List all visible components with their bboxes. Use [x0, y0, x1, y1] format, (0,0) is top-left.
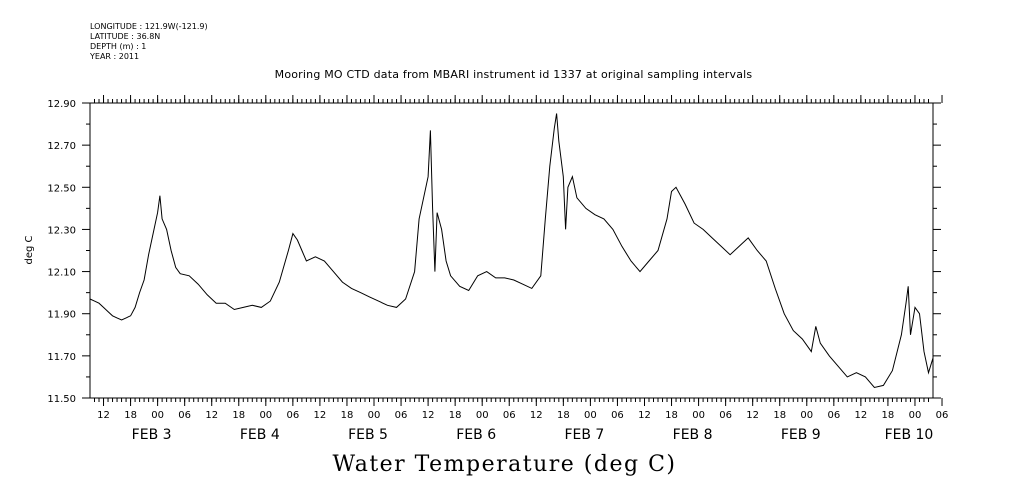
y-tick-label: 12.30	[47, 225, 76, 236]
x-tick-label: 12	[855, 410, 868, 421]
x-tick-label: 00	[800, 410, 813, 421]
latitude-label: LATITUDE : 36.8N	[90, 32, 161, 41]
date-label: FEB 9	[781, 427, 821, 443]
y-tick-label: 12.70	[47, 141, 76, 152]
x-tick-label: 18	[557, 410, 570, 421]
x-tick-label: 18	[665, 410, 678, 421]
x-tick-label: 12	[638, 410, 651, 421]
station-metadata: LONGITUDE : 121.9W(-121.9) LATITUDE : 36…	[90, 22, 208, 62]
x-tick-label: 00	[476, 410, 489, 421]
x-tick-label: 12	[422, 410, 435, 421]
x-tick-label: 06	[936, 410, 949, 421]
y-tick-label: 11.70	[47, 352, 76, 363]
date-label: FEB 8	[673, 427, 713, 443]
depth-label: DEPTH (m) : 1	[90, 42, 147, 51]
y-tick-label: 12.90	[47, 99, 76, 110]
x-tick-label: 18	[882, 410, 895, 421]
x-tick-label: 00	[151, 410, 164, 421]
chart-title: Mooring MO CTD data from MBARI instrumen…	[274, 68, 753, 81]
x-tick-label: 18	[232, 410, 245, 421]
x-tick-label: 12	[314, 410, 327, 421]
x-tick-label: 00	[584, 410, 597, 421]
date-label: FEB 5	[348, 427, 388, 443]
x-tick-label: 00	[909, 410, 922, 421]
y-tick-label: 11.90	[47, 310, 76, 321]
x-tick-label: 06	[395, 410, 408, 421]
y-tick-label: 11.50	[47, 394, 76, 405]
x-tick-label: 06	[611, 410, 624, 421]
variable-title: Water Temperature (deg C)	[332, 452, 677, 477]
date-label: FEB 6	[456, 427, 496, 443]
x-tick-label: 00	[368, 410, 381, 421]
x-tick-label: 06	[503, 410, 516, 421]
x-tick-label: 00	[259, 410, 272, 421]
y-axis-label: deg C	[24, 235, 35, 264]
x-tick-label: 06	[719, 410, 732, 421]
x-tick-label: 06	[286, 410, 299, 421]
data-series	[89, 113, 934, 389]
year-label: YEAR : 2011	[90, 52, 140, 61]
axis-labels: 12 18 00 06 12 18 00 06 12 18 00 06 12 18 00 06 12 18 00 06…	[47, 99, 948, 443]
y-tick-label: 12.50	[47, 183, 76, 194]
x-tick-label: 12	[746, 410, 759, 421]
longitude-label: LONGITUDE : 121.9W(-121.9)	[90, 22, 208, 31]
date-label: FEB 4	[240, 427, 280, 443]
x-tick-label: 06	[827, 410, 840, 421]
date-label: FEB 7	[564, 427, 604, 443]
y-tick-label: 12.10	[47, 268, 76, 279]
x-tick-label: 12	[205, 410, 218, 421]
axis-ticks	[82, 95, 943, 406]
x-tick-label: 12	[97, 410, 110, 421]
plot-frame	[89, 102, 934, 399]
date-label: FEB 3	[132, 427, 172, 443]
x-tick-label: 18	[341, 410, 354, 421]
x-tick-label: 06	[178, 410, 191, 421]
x-tick-label: 18	[449, 410, 462, 421]
temperature-line	[89, 113, 934, 389]
date-label: FEB 10	[885, 427, 934, 443]
x-tick-label: 12	[530, 410, 543, 421]
x-tick-label: 00	[692, 410, 705, 421]
x-tick-label: 18	[124, 410, 137, 421]
x-tick-label: 18	[773, 410, 786, 421]
